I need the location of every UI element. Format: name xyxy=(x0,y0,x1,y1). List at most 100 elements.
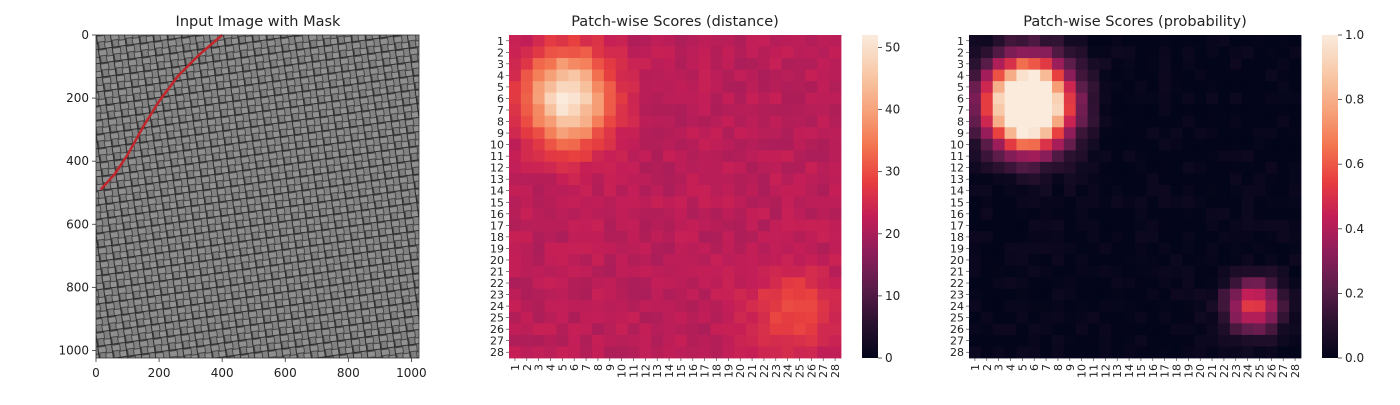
heatmap-cell xyxy=(532,346,545,359)
heatmap-cell xyxy=(1099,311,1112,324)
row-label: 17 xyxy=(950,219,964,232)
heatmap-cell xyxy=(1111,323,1124,336)
heatmap-cell xyxy=(544,334,557,347)
heatmap-cell xyxy=(793,219,806,232)
heatmap-cell xyxy=(639,231,652,244)
heatmap-cell xyxy=(603,92,617,105)
heatmap-cell xyxy=(603,81,617,94)
col-label: 16 xyxy=(1147,364,1160,378)
heatmap-cell xyxy=(532,46,545,59)
heatmap-cell xyxy=(805,58,818,71)
heatmap-cell xyxy=(722,346,735,359)
heatmap-cell xyxy=(651,208,664,220)
heatmap-cell xyxy=(1158,150,1171,163)
heatmap-cell xyxy=(615,81,628,94)
heatmap-cell xyxy=(1040,219,1053,232)
row-label: 19 xyxy=(950,242,964,255)
col-label: 13 xyxy=(1111,364,1124,378)
heatmap-cell xyxy=(817,184,830,197)
heatmap-cell xyxy=(580,311,593,324)
heatmap-cell xyxy=(1170,208,1183,220)
heatmap-cell xyxy=(793,231,806,244)
heatmap-cell xyxy=(1028,161,1041,174)
heatmap-cell xyxy=(758,346,771,359)
heatmap-cell xyxy=(1206,277,1219,290)
heatmap-cell xyxy=(1099,346,1112,359)
heatmap-cell xyxy=(568,334,581,347)
heatmap-cell xyxy=(1111,127,1124,140)
heatmap-cell xyxy=(746,288,759,301)
heatmap-cell xyxy=(1052,150,1065,163)
heatmap-cell xyxy=(675,173,688,186)
heatmap-cell xyxy=(781,323,794,336)
heatmap-cell xyxy=(1004,311,1017,324)
heatmap-cell xyxy=(1004,184,1017,197)
heatmap-cell xyxy=(829,288,842,301)
heatmap-cell xyxy=(1099,161,1112,174)
heatmap-cell xyxy=(1241,127,1254,140)
heatmap-cell xyxy=(1004,161,1017,174)
heatmap-cell xyxy=(627,46,640,59)
heatmap-cell xyxy=(746,311,759,324)
row-label: 4 xyxy=(497,69,504,82)
heatmap-cell xyxy=(509,161,522,174)
heatmap-cell xyxy=(1206,161,1219,174)
heatmap-cell xyxy=(1170,254,1183,267)
heatmap-cell xyxy=(686,92,700,105)
heatmap-cell xyxy=(639,35,652,47)
heatmap-cell xyxy=(722,208,735,220)
heatmap-cell xyxy=(1135,81,1148,94)
heatmap-cell xyxy=(980,219,994,232)
heatmap-cell xyxy=(1087,231,1100,244)
heatmap-cell xyxy=(1146,334,1160,347)
heatmap-cell xyxy=(734,81,747,94)
heatmap-cell xyxy=(817,265,830,278)
panel-distance: Patch-wise Scores (distance) 12345678910… xyxy=(490,14,900,378)
heatmap-cell xyxy=(639,161,652,174)
col-label: 11 xyxy=(628,364,641,378)
heatmap-cell xyxy=(1052,288,1065,301)
heatmap-cell xyxy=(1123,254,1136,267)
heatmap-cell xyxy=(1123,92,1136,105)
heatmap-cell xyxy=(615,104,628,117)
row-label: 10 xyxy=(950,139,964,152)
heatmap-cell xyxy=(651,81,664,94)
heatmap-cell xyxy=(1206,208,1219,220)
heatmap-cell xyxy=(1028,346,1041,359)
heatmap-cell xyxy=(805,46,818,59)
panel-title: Patch-wise Scores (probability) xyxy=(1023,14,1246,30)
heatmap-cell xyxy=(1182,208,1195,220)
heatmap-cell xyxy=(969,115,982,128)
heatmap-cell xyxy=(651,138,664,151)
heatmap-cell xyxy=(509,104,522,117)
heatmap-cell xyxy=(1123,265,1136,278)
heatmap-cell xyxy=(698,115,711,128)
heatmap-cell xyxy=(1265,334,1278,347)
heatmap-cell xyxy=(1063,254,1077,267)
row-label: 12 xyxy=(950,162,964,175)
heatmap-cell xyxy=(722,231,735,244)
heatmap-cell xyxy=(1182,115,1195,128)
heatmap-cell xyxy=(1004,104,1017,117)
heatmap-cell xyxy=(532,58,545,71)
col-label: 26 xyxy=(1265,364,1278,378)
heatmap-cell xyxy=(651,115,664,128)
heatmap-cell xyxy=(1099,323,1112,336)
heatmap-cell xyxy=(544,69,557,82)
heatmap-cell xyxy=(1063,334,1077,347)
heatmap-cell xyxy=(1158,242,1171,255)
heatmap-cell xyxy=(1241,300,1254,313)
heatmap-cell xyxy=(817,104,830,117)
row-label: 22 xyxy=(490,277,504,290)
heatmap-cell xyxy=(969,311,982,324)
heatmap-cell xyxy=(805,219,818,232)
heatmap-cell xyxy=(1218,184,1231,197)
heatmap-cell xyxy=(1182,58,1195,71)
heatmap-cell xyxy=(686,277,700,290)
heatmap-cell xyxy=(1158,92,1171,105)
heatmap-cell xyxy=(1099,115,1112,128)
heatmap-cell xyxy=(1146,104,1160,117)
heatmap-cell xyxy=(1241,323,1254,336)
col-label: 14 xyxy=(1123,364,1136,378)
